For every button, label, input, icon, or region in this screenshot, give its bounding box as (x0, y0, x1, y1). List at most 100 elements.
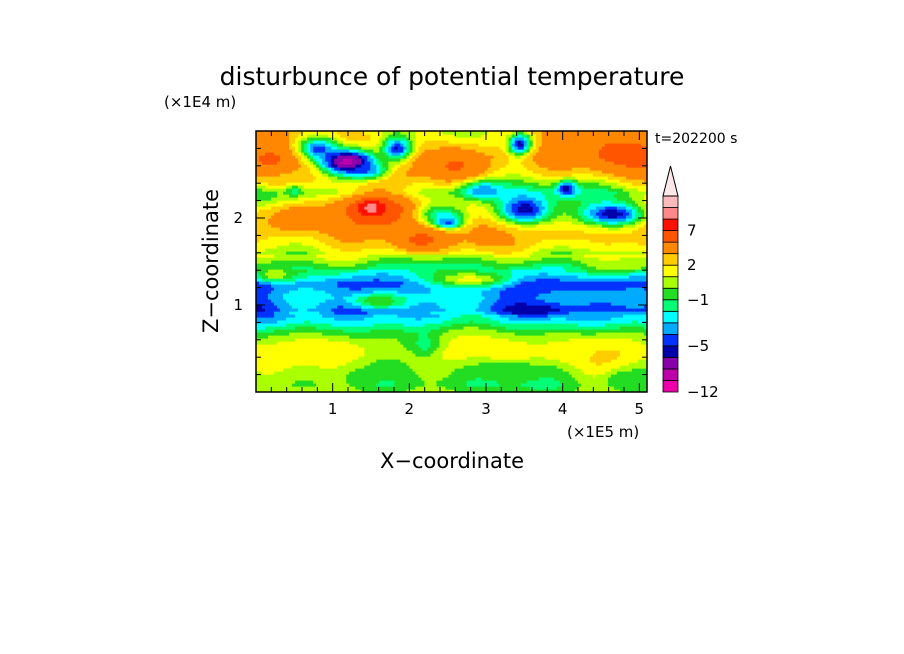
contour-cell (550, 308, 555, 312)
contour-cell (322, 305, 326, 309)
contour-cell (394, 389, 398, 392)
contour-cell (604, 293, 609, 297)
contour-cell (568, 344, 573, 348)
contour-cell (643, 350, 647, 354)
contour-cell (370, 356, 374, 360)
contour-cell (427, 371, 432, 375)
contour-cell (271, 374, 275, 378)
contour-cell (373, 335, 377, 339)
contour-cell (292, 371, 296, 375)
contour-cell (532, 302, 537, 306)
contour-cell (574, 317, 579, 321)
contour-cell (493, 287, 498, 291)
contour-cell (466, 359, 471, 363)
contour-cell (634, 287, 639, 291)
contour-cell (589, 365, 594, 369)
contour-cell (517, 386, 522, 390)
contour-cell (580, 290, 585, 294)
contour-cell (643, 287, 647, 291)
contour-cell (343, 377, 347, 381)
contour-cell (607, 299, 612, 303)
contour-cell (589, 371, 594, 375)
contour-cell (334, 293, 338, 297)
contour-cell (607, 365, 612, 369)
contour-cell (397, 353, 401, 357)
contour-cell (487, 338, 492, 342)
contour-cell (262, 329, 266, 333)
contour-cell (544, 383, 549, 387)
contour-cell (592, 329, 597, 333)
contour-cell (568, 389, 573, 392)
contour-cell (580, 335, 585, 339)
contour-cell (457, 380, 462, 384)
contour-cell (316, 341, 320, 345)
contour-cell (406, 311, 410, 315)
contour-cell (580, 284, 585, 288)
contour-cell (553, 383, 558, 387)
contour-cell (421, 362, 426, 366)
contour-cell (520, 317, 525, 321)
contour-cell (280, 353, 284, 357)
contour-cell (484, 338, 489, 342)
contour-cell (295, 380, 299, 384)
contour-cell (574, 368, 579, 372)
contour-cell (475, 362, 480, 366)
contour-cell (433, 299, 438, 303)
contour-cell (463, 362, 468, 366)
contour-cell (529, 326, 534, 330)
contour-cell (382, 308, 386, 312)
contour-cell (397, 287, 401, 291)
contour-cell (490, 374, 495, 378)
contour-cell (313, 368, 317, 372)
contour-cell (499, 308, 504, 312)
contour-cell (274, 287, 278, 291)
contour-cell (307, 320, 311, 324)
contour-cell (334, 314, 338, 318)
contour-cell (334, 281, 338, 285)
contour-cell (478, 368, 483, 372)
contour-cell (439, 299, 444, 303)
contour-cell (472, 353, 477, 357)
contour-cell (340, 377, 344, 381)
contour-cell (622, 386, 627, 390)
contour-cell (544, 371, 549, 375)
contour-cell (523, 389, 528, 392)
contour-cell (448, 287, 453, 291)
contour-cell (571, 380, 576, 384)
contour-cell (397, 308, 401, 312)
contour-cell (403, 350, 407, 354)
contour-cell (559, 323, 564, 327)
contour-cell (286, 281, 290, 285)
contour-cell (385, 356, 389, 360)
contour-cell (307, 377, 311, 381)
contour-cell (619, 344, 624, 348)
contour-cell (538, 359, 543, 363)
contour-cell (265, 344, 269, 348)
contour-cell (583, 353, 588, 357)
contour-cell (376, 350, 380, 354)
contour-cell (466, 320, 471, 324)
contour-cell (448, 344, 453, 348)
contour-cell (529, 377, 534, 381)
contour-cell (604, 302, 609, 306)
contour-cell (475, 314, 480, 318)
contour-cell (604, 311, 609, 315)
contour-cell (610, 380, 615, 384)
contour-cell (487, 362, 492, 366)
contour-cell (595, 323, 600, 327)
contour-cell (472, 299, 477, 303)
contour-cell (274, 371, 278, 375)
contour-cell (526, 329, 531, 333)
contour-cell (298, 284, 302, 288)
contour-cell (547, 332, 552, 336)
contour-cell (424, 362, 429, 366)
contour-cell (604, 356, 609, 360)
contour-cell (535, 374, 540, 378)
contour-cell (568, 332, 573, 336)
contour-cell (493, 284, 498, 288)
contour-cell (295, 368, 299, 372)
contour-cell (304, 329, 308, 333)
contour-cell (586, 338, 591, 342)
contour-cell (349, 329, 353, 333)
contour-cell (451, 296, 456, 300)
